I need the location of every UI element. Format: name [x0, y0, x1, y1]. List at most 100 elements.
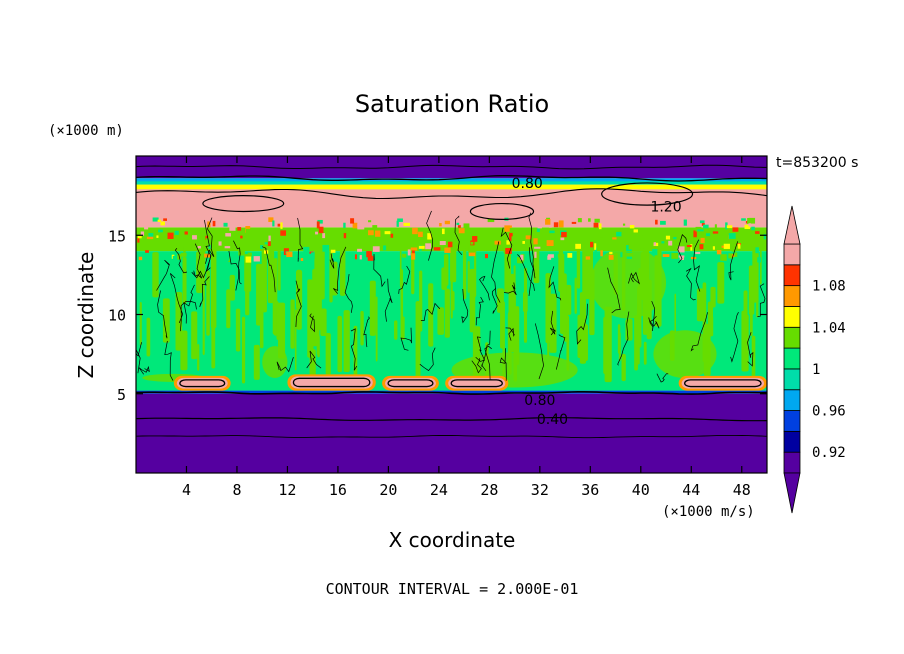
field-speck-181: [350, 218, 355, 224]
field-finger-72: [625, 318, 633, 341]
field-speck-81: [463, 223, 470, 228]
field-speck-120: [520, 254, 524, 261]
contour-scribble-42: [656, 373, 669, 383]
field-speck-17: [152, 217, 159, 222]
patch-high-4: [681, 377, 764, 389]
field-finger-117: [576, 247, 581, 289]
contour-scribble-55: [228, 250, 242, 285]
field-speck-60: [748, 217, 756, 224]
field-speck-26: [322, 233, 326, 239]
field-speck-229: [678, 255, 685, 258]
field-finger-22: [545, 273, 551, 344]
field-speck-4: [755, 231, 760, 234]
field-speck-15: [368, 230, 374, 236]
contour-scribble-52: [156, 259, 170, 291]
contour-scribble-49: [500, 227, 513, 269]
field-speck-100: [484, 253, 488, 259]
field-speck-167: [626, 252, 634, 257]
field-speck-232: [444, 220, 450, 225]
field-speck-151: [181, 252, 187, 257]
contour-scribble-41: [419, 347, 436, 371]
x-tick-label-7: 32: [531, 481, 549, 499]
contour-scribble-7: [471, 358, 482, 374]
field-speck-134: [145, 250, 149, 253]
colorbar-segment-10: [783, 243, 801, 266]
contour-scribble-35: [454, 215, 463, 256]
field-finger-66: [290, 299, 295, 349]
field-speck-218: [748, 223, 751, 227]
contour-scribble-31: [204, 219, 212, 273]
field-speck-95: [317, 217, 324, 222]
field-speck-126: [661, 241, 665, 244]
field-band-3: [136, 227, 767, 252]
field-finger-144: [343, 310, 350, 373]
field-speck-129: [272, 220, 275, 227]
field-finger-47: [574, 277, 577, 314]
field-band-1: [136, 390, 767, 394]
field-speck-52: [721, 245, 725, 248]
field-speck-236: [506, 240, 510, 245]
field-speck-19: [697, 229, 704, 232]
contour-scribble-63: [648, 300, 656, 332]
field-speck-171: [418, 231, 423, 238]
field-speck-174: [138, 256, 143, 261]
field-speck-116: [567, 253, 573, 258]
field-speck-99: [167, 232, 174, 239]
field-speck-85: [655, 219, 658, 225]
field-finger-52: [523, 267, 528, 343]
field-speck-64: [699, 244, 704, 250]
field-finger-101: [717, 262, 725, 304]
field-speck-244: [308, 238, 314, 243]
field-speck-212: [594, 243, 597, 250]
field-speck-178: [757, 257, 762, 263]
field-speck-118: [534, 257, 538, 264]
field-speck-198: [588, 218, 591, 222]
contour-scribble-25: [628, 271, 640, 285]
field-finger-102: [325, 333, 331, 375]
field-speck-42: [668, 240, 673, 246]
field-finger-149: [741, 310, 748, 372]
contour-scribble-44: [491, 288, 498, 314]
contour-scribble-8: [649, 316, 660, 329]
field-speck-245: [598, 223, 602, 230]
field-speck-143: [734, 252, 738, 257]
field-finger-137: [315, 247, 322, 292]
field-speck-215: [366, 251, 372, 258]
colorbar-segment-2: [783, 410, 801, 432]
colorbar-segment-8: [783, 285, 801, 307]
field-finger-106: [226, 289, 231, 329]
field-speck-149: [662, 254, 670, 257]
field-speck-157: [441, 228, 445, 235]
y-tick-label-0: 5: [117, 386, 126, 404]
field-speck-32: [456, 222, 460, 226]
contour-scribble-51: [534, 323, 544, 380]
contour-scribble-24: [309, 313, 315, 333]
field-speck-123: [612, 237, 617, 240]
field-finger-148: [760, 247, 762, 285]
field-speck-204: [726, 225, 733, 229]
field-speck-177: [525, 235, 532, 240]
field-speck-163: [653, 242, 657, 246]
field-speck-44: [558, 220, 564, 228]
colorbar-label-3: 1.04: [812, 320, 846, 336]
field-speck-90: [137, 235, 142, 239]
field-speck-242: [468, 246, 475, 253]
field-finger-8: [235, 308, 241, 352]
contour-blob-2: [469, 202, 535, 221]
field-speck-79: [357, 248, 362, 252]
field-speck-145: [343, 233, 347, 239]
field-speck-197: [144, 223, 149, 230]
field-speck-217: [487, 218, 495, 223]
field-finger-89: [547, 328, 550, 358]
field-speck-225: [695, 251, 701, 255]
field-speck-41: [700, 237, 705, 244]
field-speck-147: [315, 231, 318, 235]
field-finger-115: [276, 307, 281, 340]
field-speck-131: [359, 255, 362, 260]
field-speck-155: [553, 222, 559, 228]
contour-label-3: 0.40: [537, 412, 568, 428]
field-speck-169: [357, 223, 365, 230]
field-speck-54: [522, 240, 525, 244]
field-speck-27: [726, 235, 730, 240]
field-speck-8: [268, 235, 271, 242]
